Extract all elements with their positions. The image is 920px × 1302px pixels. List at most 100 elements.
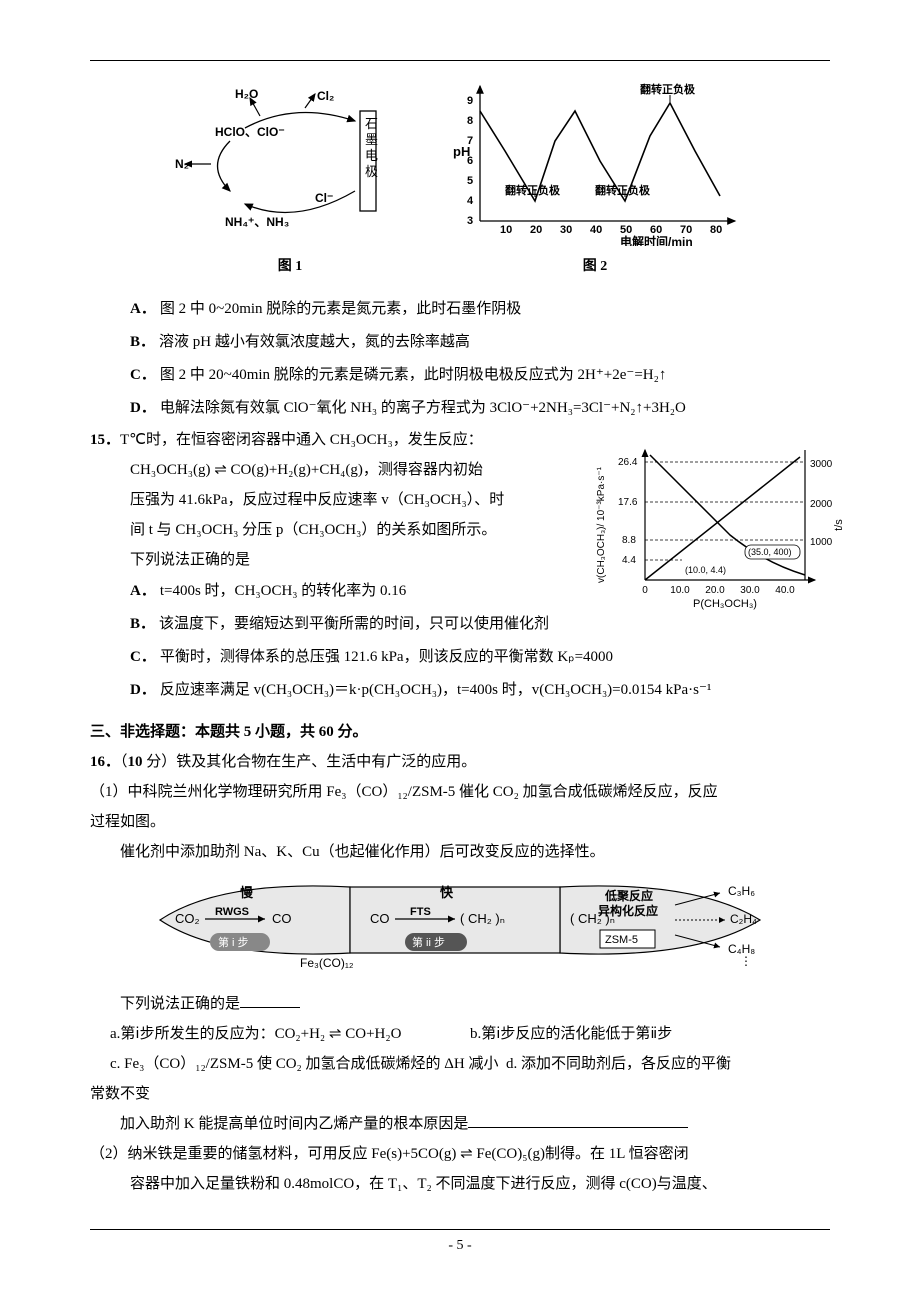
fig2-yticks: 3 4 5 6 7 8 9 — [467, 95, 474, 227]
svg-text:20: 20 — [530, 224, 542, 236]
fig1-box: 石 墨 电 极 H₂O Cl₂ HC — [175, 86, 405, 275]
fig2-annot3: 翻转正负极 — [640, 82, 696, 96]
svg-text:1000: 1000 — [810, 537, 833, 548]
fig2-caption: 图 2 — [445, 255, 745, 275]
q16-p4: 加入助剂 K 能提高单位时间内乙烯产量的根本原因是 — [90, 1109, 830, 1139]
q14-b-text: 溶液 pH 越小有效氯浓度越大，氮的去除率越高 — [159, 334, 470, 350]
q14-a-text: 图 2 中 0~20min 脱除的元素是氮元素，此时石墨作阴极 — [160, 301, 521, 317]
q15-stem-line3: 压强为 41.6kPa，反应过程中反应速率 v（CH₃OCH₃）、时 — [130, 485, 570, 515]
q16-p3: 下列说法正确的是 — [90, 989, 830, 1019]
q15-pt1: (10.0, 4.4) — [685, 565, 726, 575]
q14-choice-a: A．图 2 中 0~20min 脱除的元素是氮元素，此时石墨作阴极 — [130, 293, 830, 326]
svg-text:5: 5 — [467, 175, 473, 187]
q16-opt-c-d: c. Fe₃（CO）₁₂/ZSM-5 使 CO₂ 加氢合成低碳烯烃的 ΔH 减小… — [110, 1049, 830, 1079]
svg-text:6: 6 — [467, 155, 473, 167]
q15-line-v — [645, 457, 800, 580]
section3-head: 三、非选择题：本题共 5 小题，共 60 分。 — [90, 717, 830, 747]
q15-yr-label: t/s — [833, 519, 845, 531]
fig2-annot1: 翻转正负极 — [505, 183, 561, 197]
page-number: - 5 - — [90, 1238, 830, 1254]
svg-text:CO: CO — [272, 911, 292, 926]
fig1-nh4: NH₄⁺、NH₃ — [225, 215, 289, 229]
fig2-xlabel: 电解时间/min — [620, 234, 693, 246]
electrode-label-2: 墨 — [365, 132, 378, 147]
svg-text:RWGS: RWGS — [215, 906, 249, 918]
svg-text:( CH₂ )ₙ: ( CH₂ )ₙ — [570, 911, 615, 926]
fig2-box: pH 3 4 5 6 7 8 9 10 20 30 40 50 — [445, 81, 745, 275]
q16-p5a: （2）纳米铁是重要的储氢材料，可用反应 Fe(s)+5CO(g) ⇌ Fe(CO… — [90, 1139, 830, 1169]
arc-left — [218, 141, 231, 191]
offshoot-cl2 — [305, 94, 315, 108]
q14-figures: 石 墨 电 极 H₂O Cl₂ HC — [90, 81, 830, 275]
svg-text:Fe₃(CO)₁₂: Fe₃(CO)₁₂ — [300, 956, 354, 970]
fig1-cl: Cl⁻ — [315, 191, 333, 205]
fig1-n2: N₂ — [175, 157, 189, 171]
q16-head: 16．（10 分）铁及其化合物在生产、生活中有广泛的应用。 — [90, 747, 830, 777]
svg-text:FTS: FTS — [410, 906, 431, 918]
svg-text:低聚反应: 低聚反应 — [604, 888, 653, 903]
fig1-h2o: H₂O — [235, 87, 258, 101]
q14-c-text: 图 2 中 20~40min 脱除的元素是磷元素，此时阴极电极反应式为 2H⁺+… — [160, 367, 667, 383]
q15-yl-ticks: 4.4 8.8 17.6 26.4 — [618, 457, 638, 566]
fig2-annot2: 翻转正负极 — [595, 183, 651, 197]
electrode-label-1: 石 — [365, 116, 378, 131]
fig1-svg: 石 墨 电 极 H₂O Cl₂ HC — [175, 86, 405, 246]
svg-text:7: 7 — [467, 135, 473, 147]
q15-x-ticks: 0 10.0 20.0 30.0 40.0 — [642, 585, 795, 596]
blank-2 — [468, 1112, 688, 1128]
svg-text:慢: 慢 — [240, 885, 254, 900]
svg-text:ZSM-5: ZSM-5 — [605, 934, 638, 946]
q16-diagram: 慢 快 CO₂ RWGS CO 第 i 步 Fe₃(CO)₁₂ CO FTS (… — [90, 875, 830, 981]
svg-text:2000: 2000 — [810, 499, 833, 510]
svg-text:10.0: 10.0 — [670, 585, 690, 596]
page: 石 墨 电 极 H₂O Cl₂ HC — [0, 0, 920, 1294]
svg-text:C₂H₄: C₂H₄ — [730, 912, 757, 926]
q15-yr-ticks: 1000 2000 3000 — [810, 459, 833, 548]
svg-text:26.4: 26.4 — [618, 457, 638, 468]
electrode-label-3: 电 — [365, 148, 378, 163]
fig1-caption: 图 1 — [175, 255, 405, 275]
q16-opt-d-tail: 常数不变 — [90, 1079, 830, 1109]
svg-text:CO₂: CO₂ — [175, 911, 200, 926]
q16-ab-row: a.第ⅰ步所发生的反应为：CO₂+H₂ ⇌ CO+H₂O b.第ⅰ步反应的活化能… — [110, 1019, 830, 1049]
svg-text:3000: 3000 — [810, 459, 833, 470]
electrode-label-4: 极 — [365, 164, 378, 179]
top-rule — [90, 60, 830, 61]
q16-p5b: 容器中加入足量铁粉和 0.48molCO，在 T₁、T₂ 不同温度下进行反应，测… — [130, 1169, 830, 1199]
svg-text:4.4: 4.4 — [622, 555, 636, 566]
svg-text:第 i 步: 第 i 步 — [218, 935, 249, 949]
svg-text:C₃H₆: C₃H₆ — [728, 884, 755, 898]
q15-choice-d: D．反应速率满足 v(CH₃OCH₃)＝k·p(CH₃OCH₃)，t=400s … — [130, 674, 830, 707]
q16-opt-b: b.第ⅰ步反应的活化能低于第ⅱ步 — [470, 1019, 830, 1049]
svg-text:40.0: 40.0 — [775, 585, 795, 596]
q14-choice-c: C．图 2 中 20~40min 脱除的元素是磷元素，此时阴极电极反应式为 2H… — [130, 359, 830, 392]
svg-text:第 ii 步: 第 ii 步 — [412, 935, 445, 949]
q15-stem-line5: 下列说法正确的是 — [130, 545, 570, 575]
q15-stem-line2: CH₃OCH₃(g) ⇌ CO(g)+H₂(g)+CH₄(g)，测得容器内初始 — [130, 455, 570, 485]
svg-text:⋮: ⋮ — [740, 954, 752, 968]
arc-bottom — [245, 191, 355, 212]
svg-text:17.6: 17.6 — [618, 497, 638, 508]
q15-yl-label: v(CH₃OCH₃)/ 10⁻³kPa·s⁻¹ — [596, 466, 607, 583]
q15-choice-c: C．平衡时，测得体系的总压强 121.6 kPa，则该反应的平衡常数 Kₚ=40… — [130, 641, 830, 674]
svg-text:8: 8 — [467, 115, 473, 127]
fig2-svg: pH 3 4 5 6 7 8 9 10 20 30 40 50 — [445, 81, 745, 246]
svg-text:30: 30 — [560, 224, 572, 236]
q15-chart: 4.4 8.8 17.6 26.4 1000 2000 3000 0 10.0 … — [590, 435, 850, 620]
q16-p2: 催化剂中添加助剂 Na、K、Cu（也起催化作用）后可改变反应的选择性。 — [90, 837, 830, 867]
svg-text:40: 40 — [590, 224, 602, 236]
q14-d-text: 电解法除氮有效氯 ClO⁻氧化 NH₃ 的离子方程式为 3ClO⁻+2NH₃=3… — [160, 400, 686, 416]
q15-stem-line4: 间 t 与 CH₃OCH₃ 分压 p（CH₃OCH₃）的关系如图所示。 — [130, 515, 570, 545]
svg-text:10: 10 — [500, 224, 512, 236]
svg-text:80: 80 — [710, 224, 722, 236]
svg-text:4: 4 — [467, 195, 474, 207]
q14-choice-b: B．溶液 pH 越小有效氯浓度越大，氮的去除率越高 — [130, 326, 830, 359]
svg-text:30.0: 30.0 — [740, 585, 760, 596]
blank-1 — [240, 992, 300, 1008]
q16-opt-a: a.第ⅰ步所发生的反应为：CO₂+H₂ ⇌ CO+H₂O — [110, 1019, 470, 1049]
bottom-rule — [90, 1229, 830, 1230]
svg-text:CO: CO — [370, 911, 390, 926]
q14-choice-d: D．电解法除氮有效氯 ClO⁻氧化 NH₃ 的离子方程式为 3ClO⁻+2NH₃… — [130, 392, 830, 425]
svg-text:快: 快 — [440, 885, 454, 900]
q15-pt2: (35.0, 400) — [748, 547, 792, 557]
